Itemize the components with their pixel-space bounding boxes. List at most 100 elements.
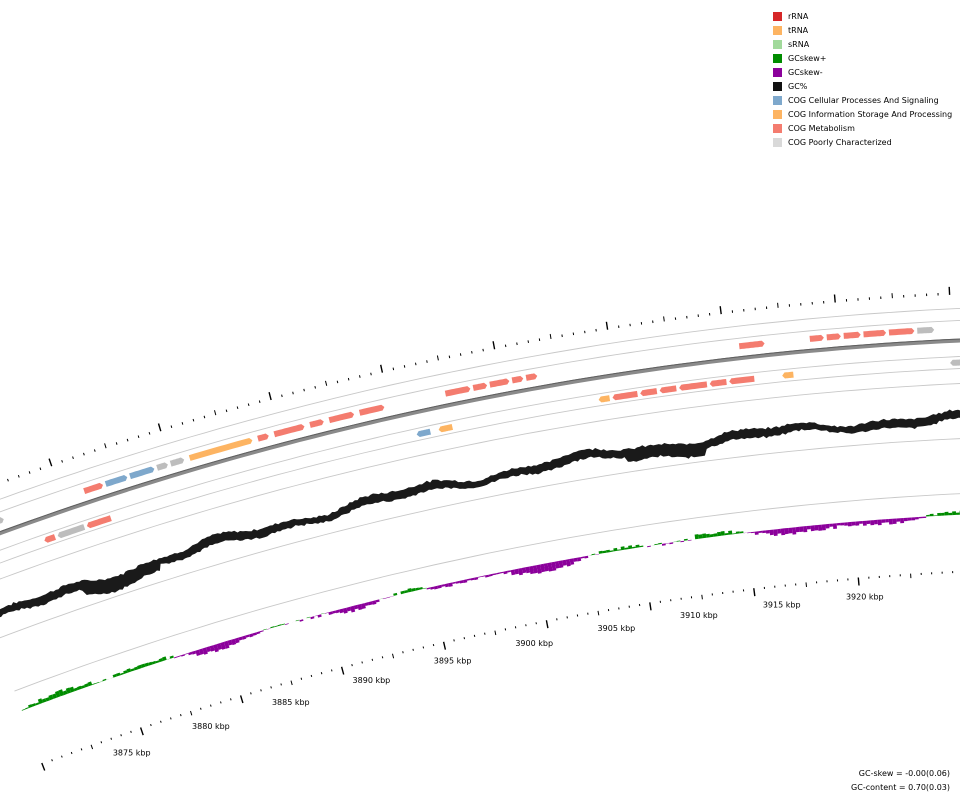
- gene-arrow: [0, 517, 4, 524]
- gc-skew-bar: [532, 565, 538, 574]
- gc-content-fill: [0, 409, 960, 618]
- axis-label: 3875 kbp: [113, 748, 151, 757]
- outer-tick: [170, 425, 173, 429]
- gc-skew-bar: [80, 685, 86, 689]
- legend-swatch: [773, 81, 782, 91]
- gc-skew-bar: [754, 531, 759, 535]
- outer-tick: [325, 380, 328, 386]
- gc-skew-bar: [628, 545, 633, 550]
- legend-label: COG Information Storage And Processing: [788, 109, 953, 119]
- axis-label: 3905 kbp: [598, 624, 636, 633]
- stats-panel: GC-skew = -0.00(0.06) GC-content = 0.70(…: [851, 767, 950, 795]
- outer-tick: [605, 321, 609, 330]
- gc-skew-bar: [206, 646, 211, 653]
- gc-skew-bar: [407, 588, 412, 593]
- gc-skew-bar: [795, 526, 800, 533]
- gc-skew-bar: [102, 678, 107, 682]
- gene-arrow: [888, 328, 915, 336]
- inner-tick: [340, 666, 345, 675]
- gc-skew-bar: [543, 563, 549, 572]
- gc-skew-bar: [580, 556, 585, 559]
- inner-tick: [250, 692, 252, 695]
- gc-skew-bar: [851, 521, 856, 526]
- gc-skew-bar: [310, 616, 315, 620]
- outer-tick: [203, 415, 206, 419]
- gc-skew-bar: [829, 523, 834, 527]
- gc-skew-bar: [281, 623, 285, 626]
- outer-tick: [258, 400, 261, 404]
- inner-tick: [180, 714, 182, 717]
- gc-skew-bar: [922, 516, 927, 519]
- gc-skew-bar: [825, 523, 830, 529]
- gene-arrow: [659, 385, 677, 394]
- inner-tick: [139, 727, 144, 736]
- gene-arrow: [188, 438, 253, 461]
- gc-skew-bar: [810, 525, 815, 532]
- gc-skew-bar: [937, 512, 942, 516]
- gc-skew-bar: [866, 520, 871, 525]
- gc-skew-track: [21, 510, 960, 711]
- gc-skew-bar: [888, 518, 893, 525]
- gc-skew-bar: [422, 587, 427, 589]
- outer-tick: [459, 353, 462, 356]
- outer-tick: [39, 467, 42, 471]
- gc-skew-bar: [292, 621, 296, 623]
- gc-skew-bar: [598, 550, 603, 554]
- legend-item: COG Cellular Processes And Signaling: [773, 93, 952, 107]
- inner-tick: [310, 674, 313, 678]
- gc-skew-bar: [231, 638, 237, 646]
- gc-skew-bar: [21, 708, 26, 711]
- gc-skew-bar: [155, 660, 160, 664]
- gc-skew-bar: [743, 532, 748, 534]
- inner-tick: [361, 661, 363, 664]
- gc-skew-bar: [84, 683, 89, 688]
- outer-tick: [181, 422, 184, 425]
- inner-tick: [100, 741, 103, 744]
- legend: rRNA tRNA sRNA GCskew+ GCskew- GC% COG Cellula…: [773, 9, 952, 149]
- gc-skew-bar: [507, 570, 511, 573]
- legend-item: COG Poorly Characterized: [773, 135, 952, 149]
- gc-content-track: [0, 409, 960, 618]
- gene-arrow: [169, 457, 185, 467]
- gc-skew-bar: [496, 572, 500, 575]
- legend-swatch: [773, 67, 782, 77]
- gc-skew-bar: [669, 542, 674, 545]
- gc-skew-bar: [650, 545, 655, 546]
- inner-tick: [545, 620, 549, 629]
- gc-skew-bar: [382, 597, 387, 600]
- outer-tick: [83, 452, 85, 456]
- gc-skew-bar: [654, 543, 659, 546]
- inner-tick: [649, 602, 652, 611]
- gc-skew-bar: [198, 648, 204, 655]
- gc-skew-bar: [948, 512, 953, 516]
- inner-tick: [280, 683, 282, 686]
- gc-skew-bar: [862, 520, 867, 526]
- gc-skew-bar: [705, 533, 711, 538]
- gc-skew-bar: [130, 668, 135, 672]
- gc-skew-bar: [485, 574, 490, 578]
- outer-tick: [137, 435, 140, 439]
- gc-skew-bar: [554, 561, 560, 569]
- gc-skew-bar: [69, 686, 75, 693]
- outer-tick: [392, 367, 395, 371]
- gc-skew-bar: [477, 576, 482, 578]
- gc-skew-bar: [137, 664, 142, 670]
- outer-tick: [126, 438, 129, 442]
- guide-line: [0, 368, 960, 564]
- gc-skew-bar: [713, 533, 718, 537]
- outer-tick: [347, 377, 350, 381]
- gc-skew-bar: [503, 570, 508, 575]
- inner-tick: [494, 630, 497, 636]
- gc-skew-bar: [765, 530, 770, 534]
- gc-skew-bar: [58, 689, 65, 697]
- gc-skew-bar: [120, 672, 125, 676]
- legend-item: rRNA: [773, 9, 952, 23]
- gene-arrow: [525, 373, 538, 381]
- gc-skew-bar: [632, 546, 636, 549]
- gc-skew-bar: [518, 568, 523, 576]
- inner-tick: [130, 730, 132, 733]
- gc-skew-bar: [647, 545, 651, 548]
- forward-strand-genes: [0, 326, 935, 524]
- position-axis-labels: 3875 kbp 3880 kbp 3885 kbp 3890 kbp 3895 kbp…: [113, 593, 884, 758]
- gc-skew-bar: [350, 605, 356, 613]
